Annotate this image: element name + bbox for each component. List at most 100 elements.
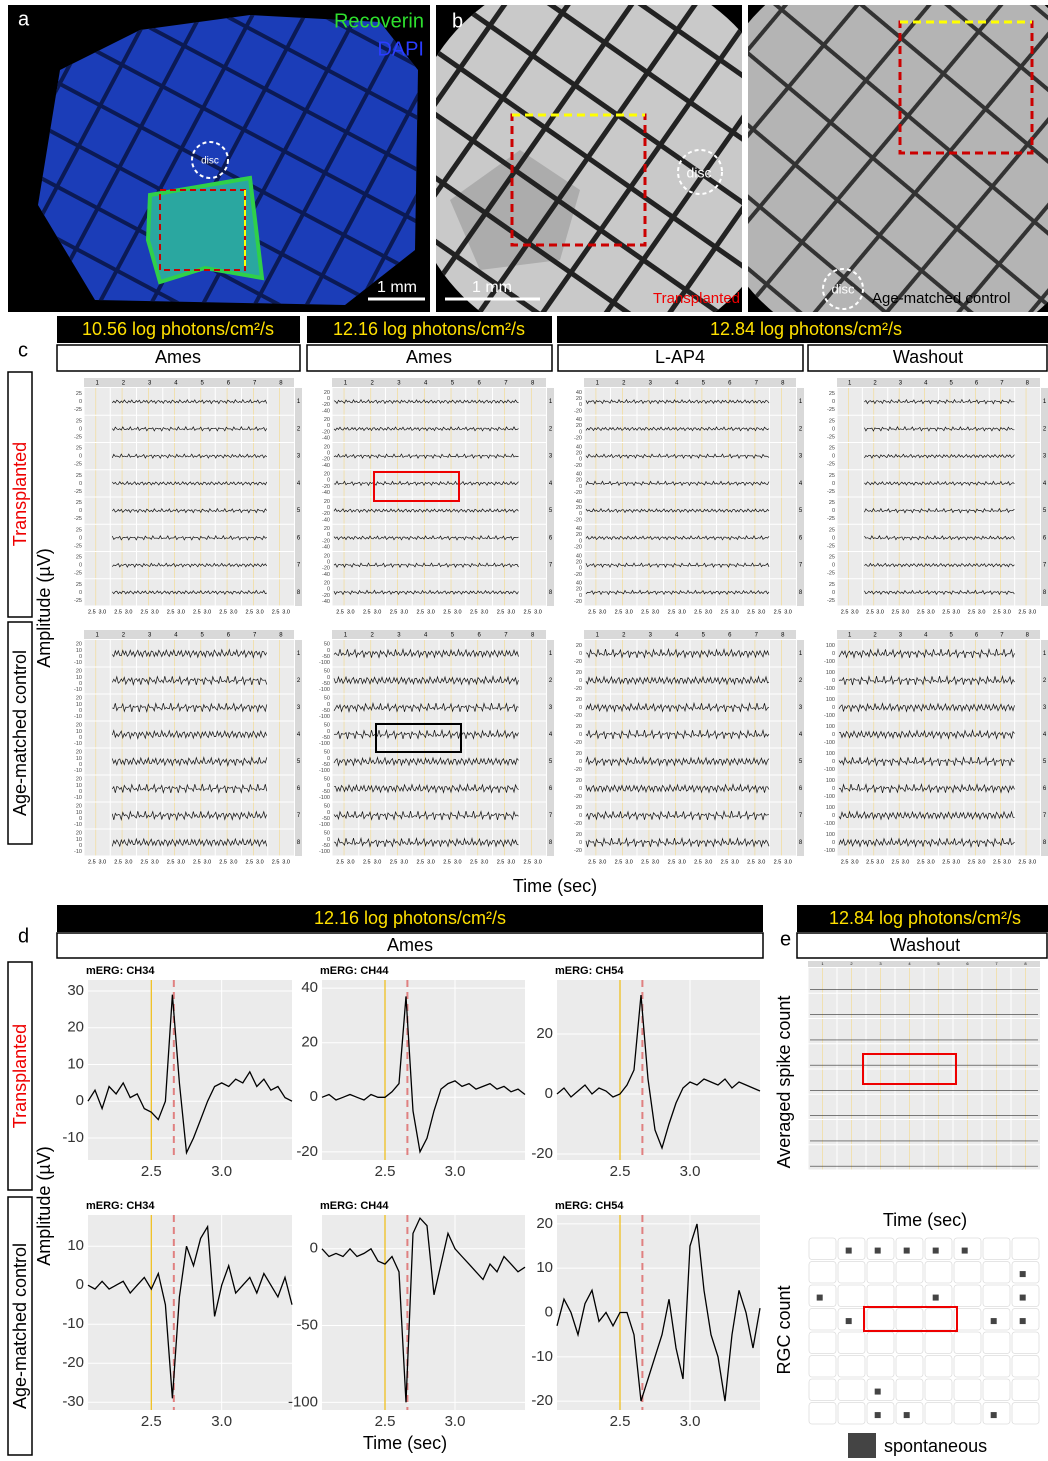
rgc-cell	[896, 1309, 923, 1331]
x-axis-title: Time (sec)	[363, 1433, 447, 1453]
x-tick-label: 2.5	[363, 859, 371, 865]
y-tick-label: -40	[322, 572, 330, 578]
y-tick-label: -100	[319, 741, 330, 747]
y-tick-label: 20	[536, 1025, 553, 1042]
x-tick-label: 2.5	[892, 859, 900, 865]
x-tick-label: 2.5	[141, 859, 149, 865]
y-axis-title: Amplitude (µV)	[34, 1146, 54, 1265]
x-tick-label: 2.5	[917, 859, 925, 865]
y-tick-label: 0	[832, 563, 835, 569]
x-tick-label: 3.0	[758, 609, 766, 615]
rgc-bar	[1020, 1318, 1026, 1324]
x-tick-label: 3.0	[347, 609, 355, 615]
x-tick-label: 2.5	[141, 1413, 162, 1430]
x-tick-label: 3.0	[758, 859, 766, 865]
y-tick-label: -25	[74, 516, 82, 522]
y-tick-label: 0	[79, 590, 82, 596]
rgc-cell	[983, 1332, 1010, 1354]
x-tick-label: 3.0	[705, 859, 713, 865]
y-tick-label: 0	[579, 511, 582, 517]
x-tick-label: 3.0	[125, 609, 133, 615]
y-tick-label: 40	[576, 390, 582, 396]
y-tick-label: 0	[579, 759, 582, 765]
figure: a Recoverin DAPI disc 1 mm b disc 1 mm T…	[0, 0, 1048, 1461]
y-tick-label: 10	[76, 756, 82, 762]
y-tick-label: -10	[62, 1315, 84, 1332]
rgc-cell	[867, 1262, 894, 1284]
x-tick-label: 3.0	[374, 609, 382, 615]
rgc-bar	[875, 1412, 881, 1418]
y-tick-label: 0	[327, 729, 330, 735]
x-tick-label: 2.5	[942, 609, 950, 615]
disc-label: disc	[687, 165, 712, 181]
x-tick-label: 2.5	[841, 609, 849, 615]
rgc-cell	[867, 1332, 894, 1354]
y-tick-label: -10	[74, 768, 82, 774]
x-tick-label: 2.5	[866, 859, 874, 865]
rgc-bar	[846, 1318, 852, 1324]
y-tick-label: -40	[322, 463, 330, 469]
y-tick-label: 25	[829, 391, 835, 397]
strip	[295, 640, 302, 856]
y-tick-label: -50	[322, 843, 330, 849]
y-tick-label: 0	[327, 810, 330, 816]
intensity-header: 12.84 log photons/cm²/s	[829, 908, 1021, 928]
y-tick-label: 20	[576, 643, 582, 649]
rgc-cell	[954, 1332, 981, 1354]
panel-c-grids: 112.53.0222.53.0332.53.0442.53.0552.53.0…	[74, 378, 1048, 865]
x-axis-title: Time (sec)	[513, 876, 597, 896]
x-tick-label: 2.5	[114, 609, 122, 615]
y-tick-label: 0	[327, 423, 330, 429]
y-tick-label: -20	[574, 740, 582, 746]
rgc-cell	[925, 1262, 952, 1284]
y-tick-label: 0	[79, 508, 82, 514]
y-tick-label: 10	[76, 729, 82, 735]
y-tick-label: -20	[574, 767, 582, 773]
y-tick-label: -20	[322, 429, 330, 435]
solution-header: Ames	[155, 347, 201, 367]
x-tick-label: 2.5	[416, 859, 424, 865]
chart-title: mERG: CH34	[86, 965, 155, 977]
y-tick-label: 0	[327, 587, 330, 593]
x-tick-label: 2.5	[88, 609, 96, 615]
y-tick-label: -100	[824, 794, 835, 800]
y-tick-label: -20	[574, 490, 582, 496]
x-tick-label: 2.5	[416, 609, 424, 615]
x-tick-label: 3.0	[427, 859, 435, 865]
y-tick-label: -100	[319, 795, 330, 801]
y-tick-label: 25	[76, 446, 82, 452]
solution-header: Ames	[406, 347, 452, 367]
chart-title: mERG: CH54	[555, 965, 624, 977]
chart-title: mERG: CH44	[320, 1200, 389, 1212]
y-tick-label: 25	[829, 527, 835, 533]
rgc-bar	[962, 1248, 968, 1254]
y-tick-label: -40	[322, 545, 330, 551]
x-tick-label: 2.5	[141, 1163, 162, 1180]
rgc-cell	[1012, 1379, 1039, 1401]
y-tick-label: -10	[74, 714, 82, 720]
y-tick-label: -25	[827, 543, 835, 549]
y-tick-label: 0	[79, 789, 82, 795]
y-tick-label: 0	[327, 532, 330, 538]
x-tick-label: 3.0	[731, 859, 739, 865]
x-tick-label: 2.5	[1018, 859, 1026, 865]
x-tick-label: 3.0	[927, 609, 935, 615]
y-tick-label: -50	[322, 789, 330, 795]
y-tick-label: 0	[579, 538, 582, 544]
y-tick-label: -100	[824, 659, 835, 665]
y-tick-label: 0	[579, 732, 582, 738]
y-tick-label: 0	[327, 783, 330, 789]
x-tick-label: 3.0	[211, 1163, 232, 1180]
x-tick-label: 2.5	[375, 1413, 396, 1430]
strip	[84, 378, 294, 387]
x-tick-label: 2.5	[892, 609, 900, 615]
disc-label: disc	[201, 156, 219, 167]
strip	[797, 388, 804, 606]
y-tick-label: -50	[296, 1317, 318, 1334]
rgc-cell	[809, 1262, 836, 1284]
y-tick-label: -20	[574, 572, 582, 578]
rgc-cell	[1012, 1332, 1039, 1354]
y-tick-label: 100	[826, 697, 835, 703]
x-tick-label: 2.5	[443, 859, 451, 865]
y-tick-label: 10	[67, 1055, 84, 1072]
